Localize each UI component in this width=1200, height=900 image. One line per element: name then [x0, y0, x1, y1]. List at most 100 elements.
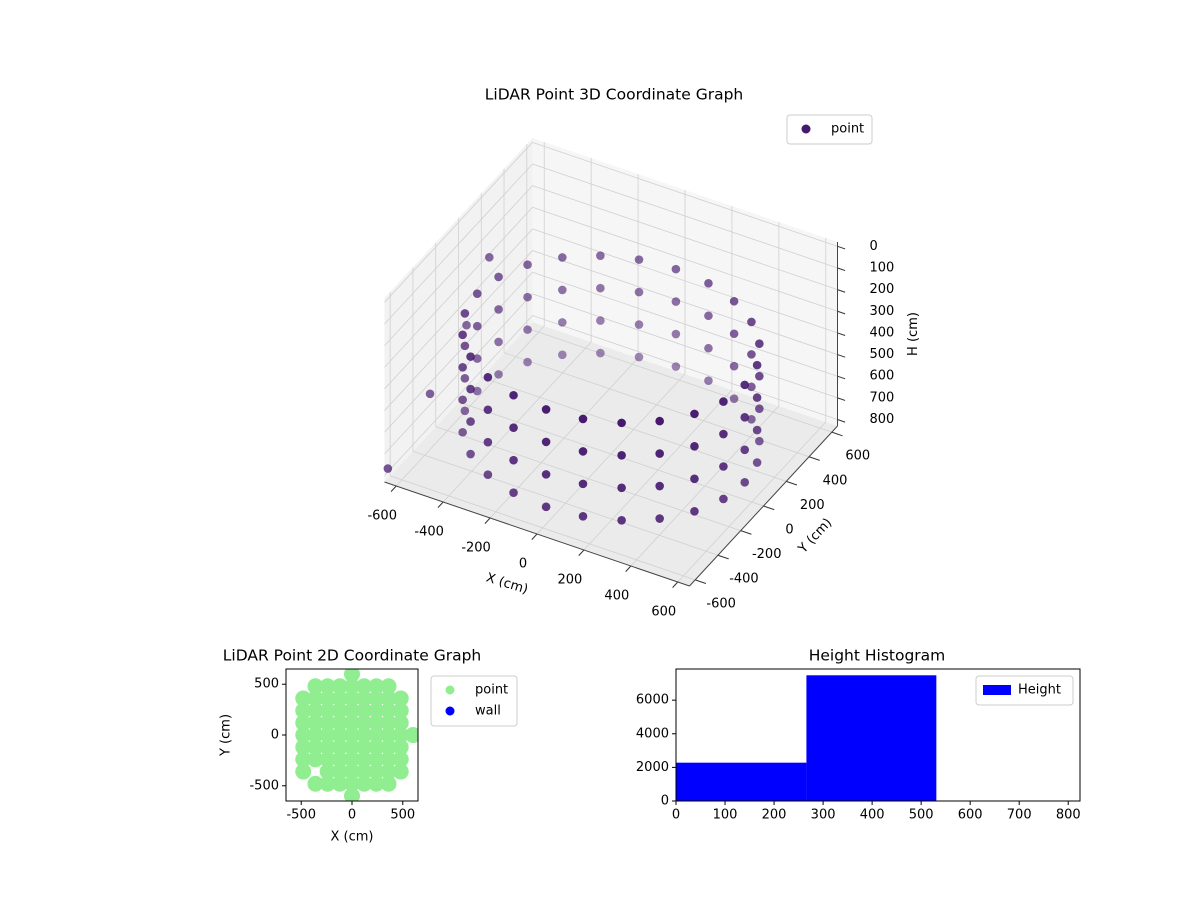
point: [466, 449, 475, 459]
point: [541, 437, 551, 447]
point: [307, 702, 324, 719]
y-tick-label: 0: [661, 794, 669, 809]
point: [319, 690, 336, 707]
z-axis-label: H (cm): [906, 312, 921, 356]
point: [494, 305, 503, 314]
point: [740, 445, 750, 455]
x-tick-label: 600: [958, 808, 983, 823]
point: [655, 449, 664, 458]
y-tick: [763, 505, 775, 511]
axes-frame: [675, 668, 1081, 802]
y-tick: [695, 579, 707, 584]
point: [523, 325, 532, 334]
x-tick: [437, 501, 444, 508]
point: [747, 415, 756, 424]
point: [344, 678, 360, 695]
point: [755, 436, 764, 446]
point: [494, 370, 503, 379]
point: [719, 494, 728, 504]
x-tick: [390, 485, 397, 492]
point: [460, 309, 470, 318]
chart-title: LiDAR Point 3D Coordinate Graph: [485, 86, 743, 104]
point: [523, 260, 532, 269]
point: [596, 348, 605, 358]
point: [344, 690, 360, 707]
y-tick: [786, 480, 798, 486]
point: [509, 390, 518, 400]
x-tick-label: 0: [519, 557, 527, 572]
x-tick-label: 300: [811, 808, 836, 823]
chart-title: LiDAR Point 2D Coordinate Graph: [223, 647, 481, 665]
z-tick-label: 100: [870, 260, 895, 275]
grid-line: [532, 271, 838, 377]
point: [704, 376, 713, 386]
x-tick-label: 500: [390, 808, 415, 823]
y-tick-label: 600: [845, 449, 870, 464]
point: [719, 397, 728, 406]
point: [483, 470, 493, 479]
y-tick-label: -600: [706, 596, 736, 611]
y-tick-label: 4000: [636, 726, 669, 741]
z-tick: [837, 310, 846, 315]
point: [380, 702, 397, 719]
z-tick: [837, 332, 846, 336]
point: [392, 751, 409, 768]
y-tick: [831, 431, 843, 437]
x-tick-label: 500: [909, 808, 934, 823]
point: [617, 515, 626, 525]
grid-line: [384, 315, 533, 476]
legend-label: point: [831, 122, 864, 137]
legend-label: Height: [1018, 683, 1061, 698]
point: [558, 318, 567, 327]
point: [578, 512, 588, 521]
point: [319, 739, 336, 756]
z-tick-label: 600: [870, 369, 895, 384]
point: [392, 763, 409, 780]
point: [383, 464, 393, 473]
point: [690, 506, 699, 516]
z-tick: [837, 267, 846, 272]
point: [368, 751, 385, 768]
point: [740, 477, 750, 487]
point: [460, 341, 470, 351]
x-tick: [625, 565, 632, 572]
grid-line: [532, 315, 838, 420]
x-tick: [672, 581, 679, 588]
point: [719, 429, 728, 439]
point: [344, 775, 360, 792]
grid-line: [384, 163, 533, 325]
point: [617, 451, 626, 460]
point: [331, 775, 348, 792]
point: [472, 321, 482, 331]
point: [368, 678, 385, 695]
point: [752, 458, 762, 467]
z-tick: [837, 289, 846, 293]
point: [356, 702, 373, 719]
point: [747, 350, 756, 359]
point: [466, 352, 475, 361]
grid-line: [532, 141, 838, 247]
point: [344, 702, 360, 719]
point: [392, 727, 409, 743]
grid-line: [384, 271, 533, 433]
y-axis-label: Y (cm): [219, 714, 234, 757]
point: [634, 287, 644, 297]
point: [740, 380, 750, 390]
point: [344, 714, 360, 731]
x-tick-label: 100: [713, 808, 738, 823]
z-tick-label: 500: [870, 347, 895, 362]
point: [460, 374, 470, 383]
point: [356, 727, 373, 743]
point: [307, 690, 324, 707]
y-tick-label: 0: [785, 523, 793, 538]
point: [425, 389, 435, 399]
point: [319, 714, 336, 731]
point: [655, 481, 664, 491]
grid-line: [384, 293, 533, 455]
point: [319, 751, 336, 768]
point: [755, 404, 764, 413]
point: [368, 739, 385, 756]
plot-area: [295, 669, 418, 801]
